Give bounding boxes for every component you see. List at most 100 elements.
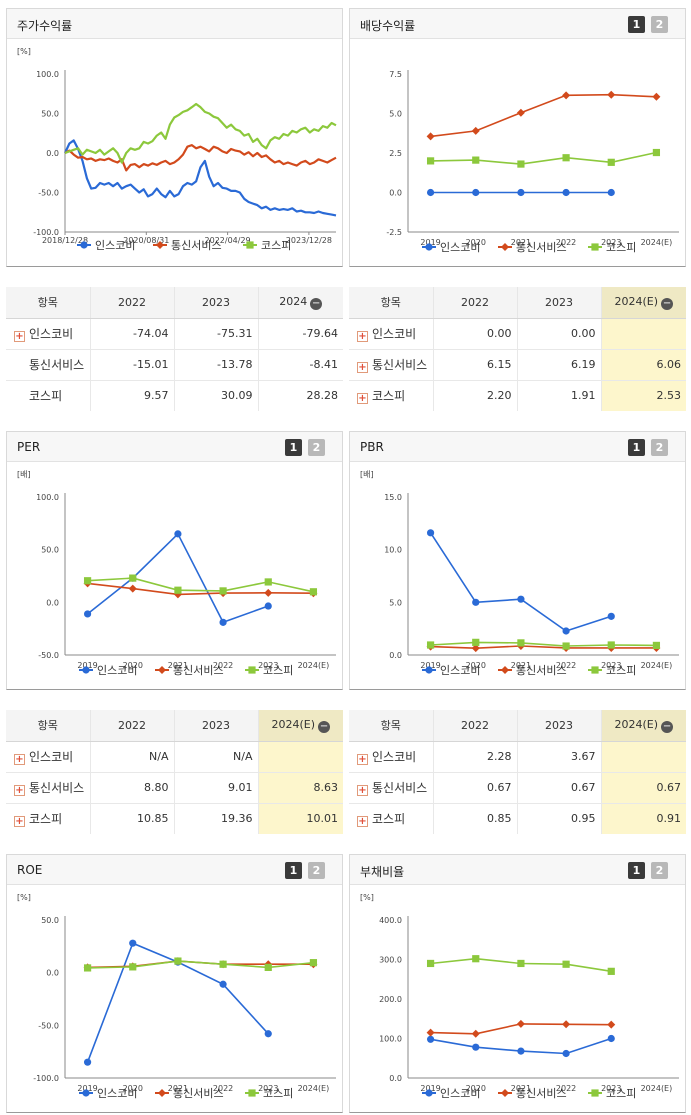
table-cell: [600, 741, 686, 773]
expand-icon[interactable]: +: [14, 331, 25, 342]
expand-icon[interactable]: +: [14, 754, 25, 765]
view-2-button[interactable]: 2: [308, 439, 325, 456]
legend-marker: [591, 243, 599, 251]
expand-icon[interactable]: +: [357, 785, 368, 796]
collapse-icon[interactable]: −: [318, 720, 331, 733]
expand-icon[interactable]: +: [357, 331, 368, 342]
unit-label: [%]: [360, 893, 374, 902]
table-row: + 인스코비 0.00 0.00: [349, 318, 686, 350]
series-line: [87, 532, 269, 624]
table-row: + 코스피 2.20 1.91 2.53: [349, 380, 686, 411]
table-header-label: 2024(E): [271, 717, 316, 731]
view-1-button[interactable]: 1: [628, 16, 645, 33]
y-tick-label: 0.0: [389, 651, 402, 660]
table-header-item: 항목: [6, 287, 90, 319]
x-tick-label: 2024(E): [641, 238, 673, 247]
y-tick-label: 200.0: [379, 995, 402, 1004]
data-point: [426, 641, 435, 649]
row-label-text: 인스코비: [29, 327, 74, 341]
view-1-button[interactable]: 1: [628, 862, 645, 879]
y-tick-label: 50.0: [41, 110, 59, 119]
expand-icon[interactable]: +: [14, 816, 25, 828]
view-1-button[interactable]: 1: [628, 439, 645, 456]
view-1-button[interactable]: 1: [285, 862, 302, 879]
table-row: + 코스피 0.85 0.95 0.91: [349, 803, 686, 834]
table-cell: N/A: [89, 741, 174, 773]
expand-icon[interactable]: +: [357, 393, 368, 405]
legend-label: 인스코비: [440, 1087, 480, 1100]
view-2-button[interactable]: 2: [308, 862, 325, 879]
data-point: [174, 586, 182, 594]
series-line: [87, 577, 314, 593]
data-point: [516, 1019, 525, 1028]
panel-header: PBR 1 2: [350, 432, 685, 462]
collapse-icon[interactable]: −: [661, 297, 674, 310]
table-cell: 9.57: [89, 380, 174, 411]
view-2-button[interactable]: 2: [651, 862, 668, 879]
legend-label: 통신서비스: [516, 241, 567, 254]
data-point: [562, 91, 571, 100]
data-point: [562, 1049, 570, 1058]
table-row: + 인스코비 N/A N/A: [6, 741, 343, 773]
data-point: [472, 1043, 480, 1051]
data-point: [562, 627, 570, 635]
pbr-chart: [배] 15.0 10.0 5.0 0.0 2019 2020 2021 2022 2023 202…: [360, 470, 679, 677]
data-point: [129, 963, 137, 971]
view-2-button[interactable]: 2: [651, 439, 668, 456]
x-tick-label: 2019: [77, 1084, 97, 1093]
series-line: [64, 102, 337, 164]
view-1-button[interactable]: 1: [285, 439, 302, 456]
y-tick-label: 0.0: [389, 1074, 402, 1083]
data-point: [652, 92, 661, 101]
data-point: [607, 641, 615, 649]
legend-marker: [82, 1089, 90, 1097]
legend-label: 통신서비스: [516, 1087, 567, 1100]
y-tick-label: 50.0: [41, 916, 59, 925]
table-cell: 0.95: [516, 803, 601, 834]
table-cell: 9.01: [173, 772, 258, 804]
expand-icon[interactable]: +: [357, 816, 368, 828]
y-tick-label: 5.0: [389, 598, 402, 607]
legend-label: 코스피: [606, 664, 636, 677]
table-cell: -15.01: [89, 349, 174, 381]
collapse-icon[interactable]: −: [661, 720, 674, 733]
data-point: [562, 188, 570, 197]
x-tick-label: 2023: [601, 238, 621, 247]
table-cell: 10.01: [257, 803, 343, 834]
y-tick-label: -50.0: [38, 189, 59, 198]
expand-icon[interactable]: +: [357, 754, 368, 765]
row-label: + 코스피: [349, 803, 433, 834]
table-row: + 코스피 10.85 19.36 10.01: [6, 803, 343, 834]
y-tick-label: 300.0: [379, 956, 402, 965]
table-header-year: 2024(E) −: [257, 710, 343, 742]
legend-label: 인스코비: [95, 239, 135, 252]
x-tick-label: 2019: [420, 1084, 440, 1093]
expand-icon[interactable]: +: [357, 362, 368, 373]
collapse-icon[interactable]: −: [310, 297, 323, 310]
data-point: [426, 157, 435, 165]
panel-header: 배당수익률 1 2: [350, 9, 685, 39]
y-tick-label: 0.0: [46, 149, 59, 158]
x-tick-label: 2020: [466, 661, 486, 670]
data-point: [562, 1020, 571, 1029]
y-tick-label: 5.0: [389, 110, 402, 119]
legend-marker: [82, 666, 90, 674]
x-tick-label: 2020: [466, 1084, 486, 1093]
x-tick-label: 2022/04/29: [205, 236, 251, 245]
data-point: [426, 132, 435, 141]
view-2-button[interactable]: 2: [651, 16, 668, 33]
expand-icon[interactable]: +: [14, 785, 25, 796]
row-label-text: 통신서비스: [372, 781, 428, 795]
legend-label: 코스피: [606, 1087, 636, 1100]
legend-marker: [80, 241, 88, 249]
x-tick-label: 2023: [258, 1084, 278, 1093]
legend-marker: [501, 243, 509, 251]
legend-label: 인스코비: [440, 241, 480, 254]
data-point: [264, 588, 273, 597]
y-tick-label: 0.0: [389, 189, 402, 198]
data-point: [562, 642, 570, 650]
series-line: [64, 144, 337, 172]
table-row: + 인스코비 -74.04 -75.31 -79.64: [6, 318, 343, 350]
table-cell: 0.85: [432, 803, 517, 834]
legend-marker: [425, 666, 433, 674]
